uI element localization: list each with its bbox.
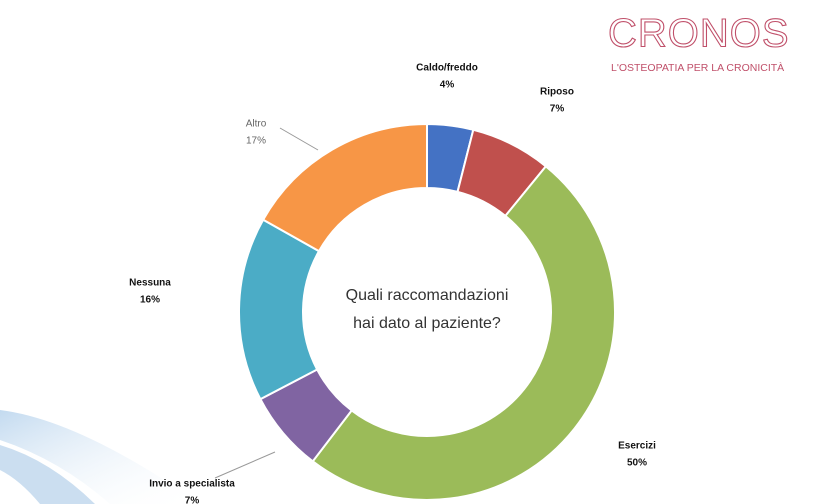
slice-label: Invio a specialista [149,479,235,490]
leader-line [214,451,276,479]
value-label: 16% [140,295,160,306]
slice-label: Esercizi [618,441,656,452]
center-text: hai dato al paziente? [353,315,501,332]
center-text: Quali raccomandazioni [346,287,509,304]
slice [261,122,428,253]
decor-swoosh [0,445,95,504]
logo: CRONOS L'OSTEOPATIA PER LA CRONICITÀ [607,11,790,74]
value-label: 50% [627,458,647,469]
value-label: 4% [440,80,455,91]
slice-label: Nessuna [129,278,171,289]
slice-label: Caldo/freddo [416,63,478,74]
value-label: 17% [246,136,266,147]
donut [238,122,617,502]
slice [238,218,321,401]
slice-label: Riposo [540,87,574,98]
logo-name: CRONOS [608,12,790,56]
value-label: 7% [185,496,200,504]
decor-swoosh [0,410,200,504]
logo-tagline: L'OSTEOPATIA PER LA CRONICITÀ [611,61,784,74]
leader-line [279,127,319,151]
value-label: 7% [550,104,565,115]
slice-label: Altro [246,119,267,130]
slice [311,164,617,502]
